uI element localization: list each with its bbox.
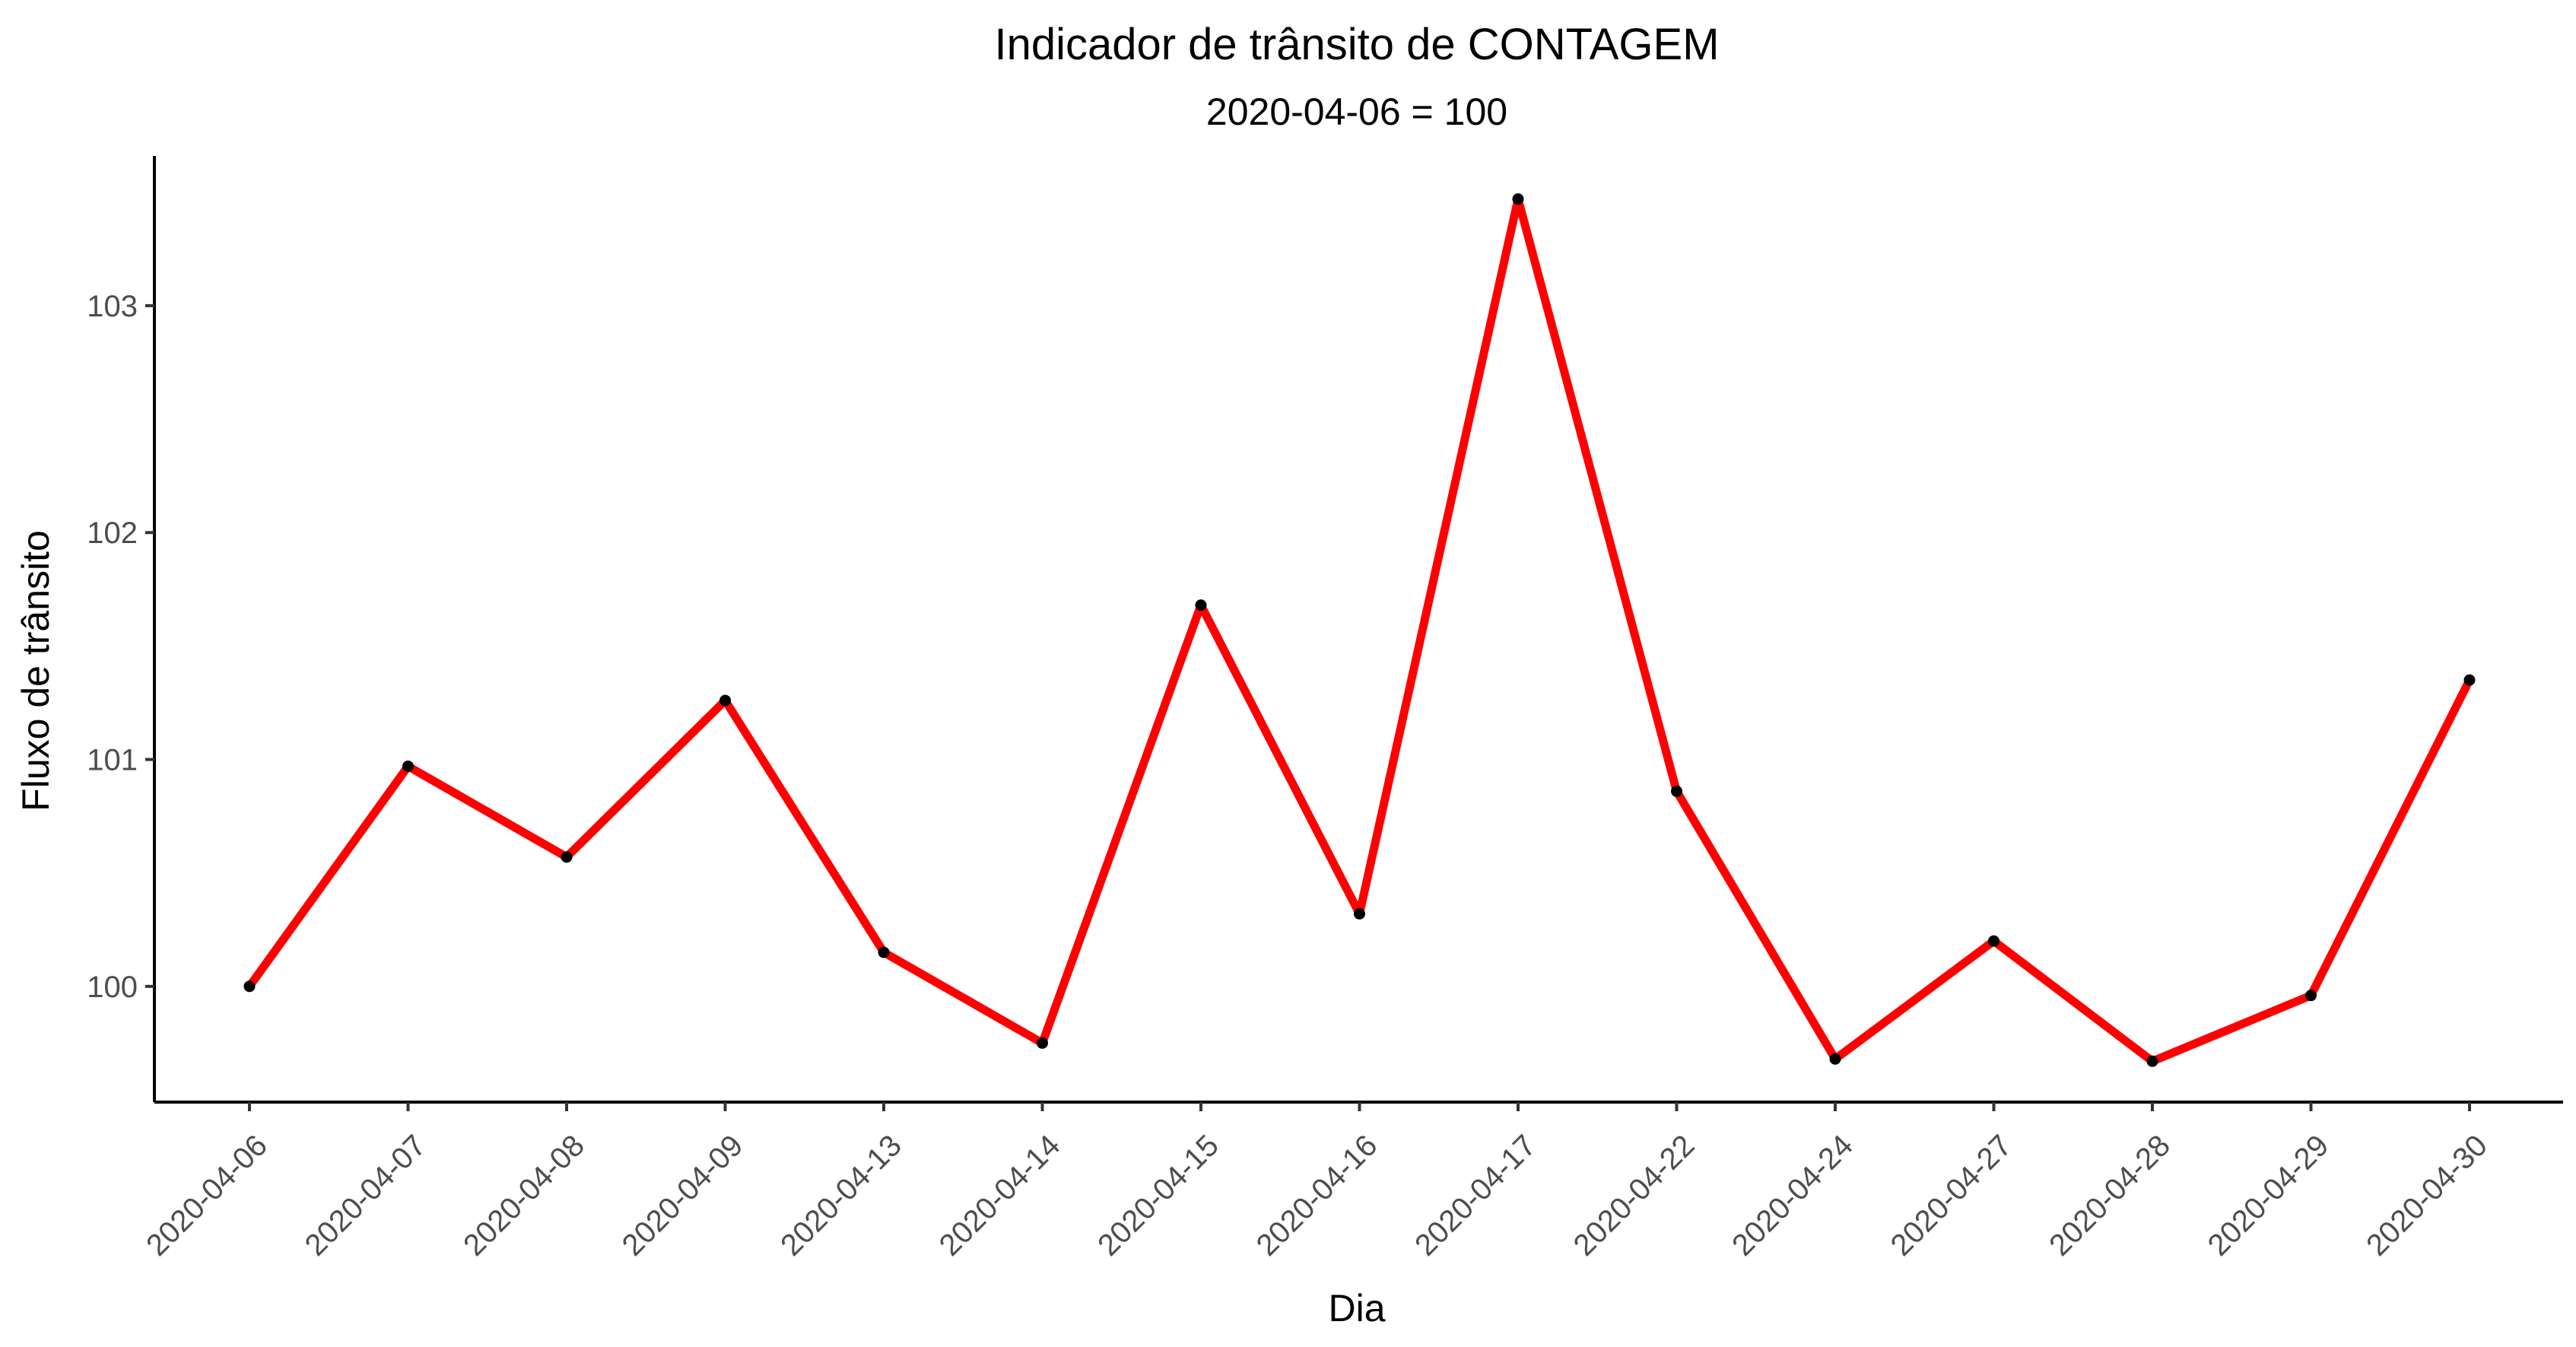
data-point xyxy=(719,694,731,707)
y-axis-title: Fluxo de trânsito xyxy=(14,530,57,812)
data-point xyxy=(1354,907,1365,920)
x-tick-label: 2020-04-07 xyxy=(299,1129,433,1263)
data-point xyxy=(878,946,890,958)
x-tick-label: 2020-04-17 xyxy=(1409,1129,1542,1263)
x-tick-label: 2020-04-14 xyxy=(933,1129,1067,1263)
x-tick-label: 2020-04-16 xyxy=(1250,1129,1384,1263)
y-tick-label: 103 xyxy=(87,290,138,323)
data-point xyxy=(1195,599,1207,612)
data-point xyxy=(243,980,256,993)
data-point xyxy=(2463,674,2476,686)
x-tick-label: 2020-04-06 xyxy=(140,1129,274,1263)
y-tick-label: 102 xyxy=(87,516,138,550)
data-point xyxy=(1671,785,1682,797)
x-tick-label: 2020-04-15 xyxy=(1091,1129,1225,1263)
data-point xyxy=(1512,193,1524,205)
chart-title: Indicador de trânsito de CONTAGEM xyxy=(994,20,1719,69)
y-tick-label: 101 xyxy=(87,744,138,777)
data-point xyxy=(2146,1055,2158,1067)
x-tick-label: 2020-04-28 xyxy=(2043,1129,2177,1263)
x-tick-label: 2020-04-09 xyxy=(616,1129,750,1263)
chart-subtitle: 2020-04-06 = 100 xyxy=(1206,91,1507,133)
x-tick-label: 2020-04-22 xyxy=(1568,1129,1701,1263)
x-axis-title: Dia xyxy=(1328,1287,1385,1330)
x-tick-label: 2020-04-08 xyxy=(457,1129,591,1263)
x-tick-label: 2020-04-13 xyxy=(774,1129,908,1263)
data-point xyxy=(1829,1053,1841,1065)
data-point xyxy=(402,760,414,772)
x-tick-label: 2020-04-24 xyxy=(1726,1129,1860,1263)
data-point xyxy=(1037,1037,1048,1049)
x-tick-label: 2020-04-29 xyxy=(2202,1129,2336,1263)
data-point xyxy=(1988,935,1999,947)
x-tick-label: 2020-04-27 xyxy=(1885,1129,2019,1263)
x-tick-label: 2020-04-30 xyxy=(2360,1129,2494,1263)
y-tick-label: 100 xyxy=(87,971,138,1004)
series-line xyxy=(245,195,2474,1066)
data-point xyxy=(561,851,573,863)
data-point xyxy=(2305,990,2317,1002)
